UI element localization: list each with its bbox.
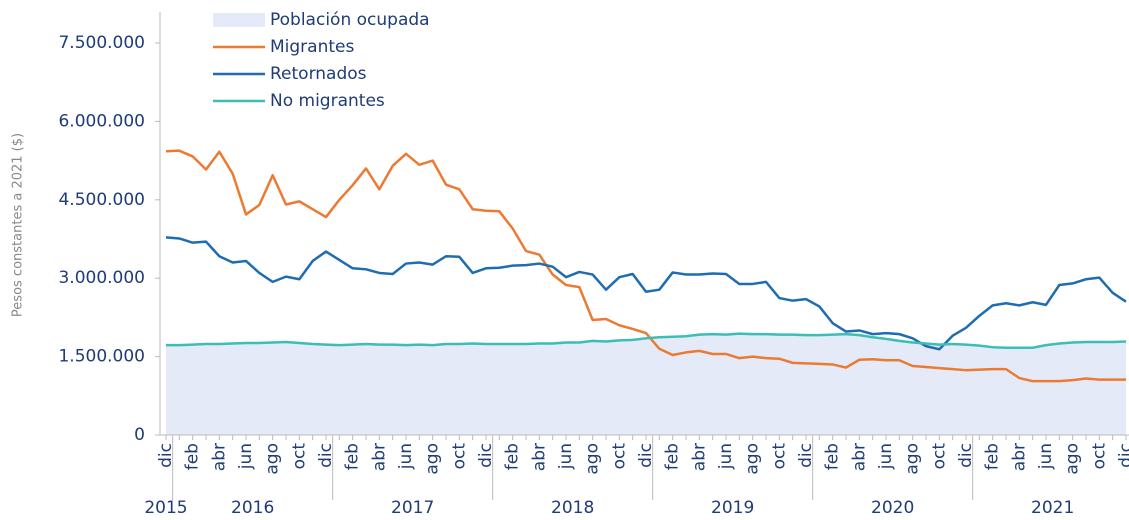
legend-swatch xyxy=(213,13,265,27)
x-tick-label: ago xyxy=(583,443,603,475)
x-tick-label: ago xyxy=(743,443,763,475)
x-tick-label: feb xyxy=(503,443,523,470)
x-tick-label: feb xyxy=(983,443,1003,470)
x-tick-label: jun xyxy=(716,443,736,470)
x-tick-label: abr xyxy=(369,443,389,471)
x-tick-label: abr xyxy=(529,443,549,471)
x-tick-label: dic xyxy=(476,443,496,468)
x-tick-label: ago xyxy=(263,443,283,475)
area xyxy=(166,333,1126,435)
x-tick-label: jun xyxy=(876,443,896,470)
x-tick-label: abr xyxy=(689,443,709,471)
line xyxy=(166,332,1127,349)
legend-label: No migrantes xyxy=(270,91,385,111)
y-tick-label: 3.000.000 xyxy=(58,268,145,288)
x-tick-label: ago xyxy=(1063,443,1083,475)
x-tick-label: dic xyxy=(956,443,976,468)
line xyxy=(165,236,1127,351)
x-tick-label: feb xyxy=(663,443,683,470)
x-tick-label: feb xyxy=(343,443,363,470)
x-tick-label: abr xyxy=(849,443,869,471)
x-tick-label: oct xyxy=(449,443,469,470)
x-tick-label: abr xyxy=(1009,443,1029,471)
year-label: 2020 xyxy=(871,498,914,518)
x-tick-label: dic xyxy=(796,443,816,468)
x-tick-label: ago xyxy=(423,443,443,475)
legend-label: Población ocupada xyxy=(270,10,430,30)
year-label: 2016 xyxy=(231,498,274,518)
x-tick-label: jun xyxy=(1036,443,1056,470)
y-tick-label: 4.500.000 xyxy=(58,190,145,210)
x-tick-label: oct xyxy=(1089,443,1109,470)
year-label: 2018 xyxy=(551,498,594,518)
x-tick-label: abr xyxy=(209,443,229,471)
x-tick-label: oct xyxy=(289,443,309,470)
x-tick-label: jun xyxy=(236,443,256,470)
year-label: 2019 xyxy=(711,498,754,518)
y-tick-label: 6.000.000 xyxy=(58,111,145,131)
x-tick-label: oct xyxy=(609,443,629,470)
x-tick-label: feb xyxy=(183,443,203,470)
x-tick-label: ago xyxy=(903,443,923,475)
x-tick-label: dic xyxy=(636,443,656,468)
x-tick-label: oct xyxy=(929,443,949,470)
x-tick-label: dic xyxy=(156,443,176,468)
x-tick-label: jun xyxy=(396,443,416,470)
legend-label: Migrantes xyxy=(270,37,354,57)
x-tick-label: jun xyxy=(556,443,576,470)
y-tick-label: 1.500.000 xyxy=(58,347,145,367)
x-tick-label: dic xyxy=(316,443,336,468)
x-tick-label: oct xyxy=(769,443,789,470)
year-label: 2017 xyxy=(391,498,434,518)
year-label: 2021 xyxy=(1031,498,1074,518)
year-label: 2015 xyxy=(144,498,187,518)
y-tick-label: 7.500.000 xyxy=(58,33,145,53)
line xyxy=(165,149,1126,383)
x-tick-label: feb xyxy=(823,443,843,470)
legend-label: Retornados xyxy=(270,64,367,84)
y-axis-label: Pesos constantes a 2021 ($) xyxy=(11,133,26,317)
y-tick-label: 0 xyxy=(134,425,145,445)
x-tick-label: dic xyxy=(1116,443,1129,468)
